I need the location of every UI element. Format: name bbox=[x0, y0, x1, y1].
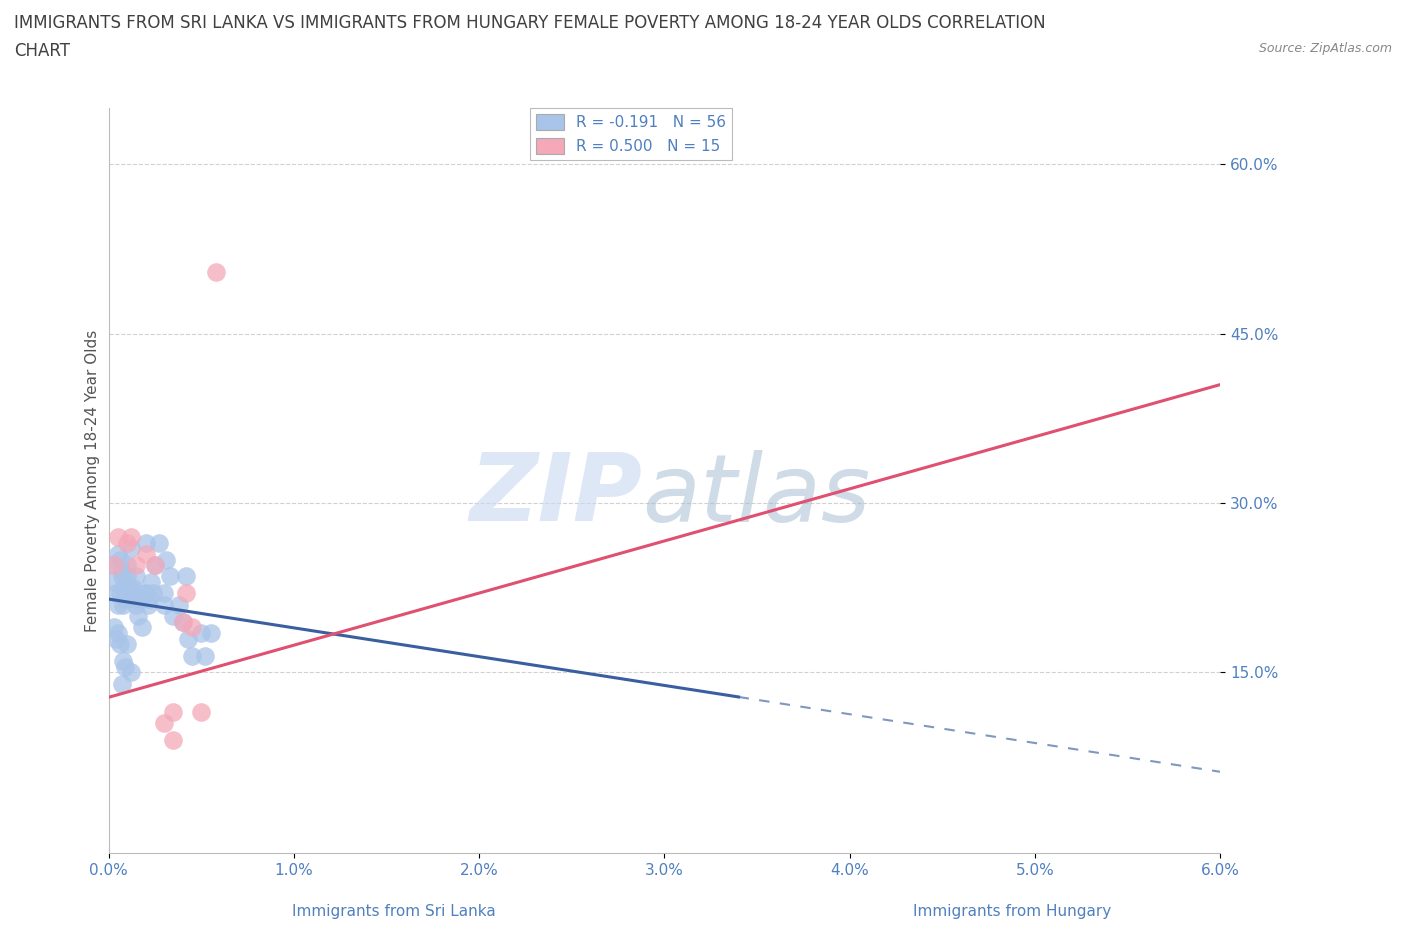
Text: IMMIGRANTS FROM SRI LANKA VS IMMIGRANTS FROM HUNGARY FEMALE POVERTY AMONG 18-24 : IMMIGRANTS FROM SRI LANKA VS IMMIGRANTS … bbox=[14, 14, 1046, 32]
Point bbox=[118, 580, 141, 595]
Point bbox=[110, 569, 132, 584]
Point bbox=[110, 676, 132, 691]
Point bbox=[167, 597, 190, 612]
Text: CHART: CHART bbox=[14, 42, 70, 60]
Y-axis label: Female Poverty Among 18-24 Year Olds: Female Poverty Among 18-24 Year Olds bbox=[86, 329, 100, 631]
Point bbox=[205, 264, 228, 279]
Point bbox=[112, 580, 135, 595]
Point bbox=[176, 586, 198, 601]
Point bbox=[190, 705, 212, 720]
Point bbox=[127, 608, 149, 623]
Point bbox=[107, 626, 129, 641]
Point bbox=[121, 591, 143, 606]
Point bbox=[107, 547, 129, 562]
Point bbox=[105, 586, 128, 601]
Point bbox=[112, 654, 135, 669]
Point bbox=[155, 552, 177, 567]
Text: Immigrants from Hungary: Immigrants from Hungary bbox=[912, 904, 1112, 919]
Point bbox=[131, 620, 153, 635]
Point bbox=[190, 626, 212, 641]
Point bbox=[153, 586, 176, 601]
Point bbox=[135, 535, 157, 550]
Point bbox=[115, 535, 138, 550]
Point bbox=[143, 558, 166, 573]
Text: atlas: atlas bbox=[643, 450, 870, 541]
Point bbox=[101, 558, 124, 573]
Text: Immigrants from Sri Lanka: Immigrants from Sri Lanka bbox=[292, 904, 495, 919]
Point bbox=[120, 529, 142, 544]
Point bbox=[141, 575, 163, 590]
Point bbox=[108, 637, 131, 652]
Point bbox=[120, 541, 142, 556]
Text: ZIP: ZIP bbox=[470, 449, 643, 541]
Point bbox=[159, 569, 181, 584]
Point bbox=[115, 637, 138, 652]
Point bbox=[114, 591, 136, 606]
Point bbox=[103, 620, 125, 635]
Point bbox=[172, 614, 194, 629]
Point bbox=[153, 597, 176, 612]
Point bbox=[125, 597, 148, 612]
Point bbox=[162, 608, 184, 623]
Point bbox=[142, 586, 165, 601]
Point bbox=[107, 529, 129, 544]
Point bbox=[129, 591, 152, 606]
Point bbox=[162, 733, 184, 748]
Text: Source: ZipAtlas.com: Source: ZipAtlas.com bbox=[1258, 42, 1392, 55]
Point bbox=[125, 569, 148, 584]
Point bbox=[148, 535, 170, 550]
Point bbox=[194, 648, 217, 663]
Point bbox=[115, 569, 138, 584]
Point bbox=[108, 552, 131, 567]
Point bbox=[114, 659, 136, 674]
Point bbox=[124, 586, 146, 601]
Point bbox=[181, 620, 204, 635]
Point bbox=[176, 569, 198, 584]
Point bbox=[114, 586, 136, 601]
Legend: R = -0.191   N = 56, R = 0.500   N = 15: R = -0.191 N = 56, R = 0.500 N = 15 bbox=[530, 108, 733, 160]
Point bbox=[177, 631, 200, 646]
Point bbox=[200, 626, 222, 641]
Point bbox=[181, 648, 204, 663]
Point bbox=[115, 558, 138, 573]
Point bbox=[136, 597, 159, 612]
Point bbox=[135, 586, 157, 601]
Point bbox=[110, 564, 132, 578]
Point bbox=[105, 631, 128, 646]
Point bbox=[125, 558, 148, 573]
Point bbox=[153, 716, 176, 731]
Point bbox=[107, 597, 129, 612]
Point bbox=[108, 586, 131, 601]
Point bbox=[120, 665, 142, 680]
Point bbox=[103, 558, 125, 573]
Point bbox=[138, 591, 160, 606]
Point bbox=[162, 705, 184, 720]
Point bbox=[121, 580, 143, 595]
Point bbox=[112, 597, 135, 612]
Point bbox=[103, 575, 125, 590]
Point bbox=[172, 614, 194, 629]
Point bbox=[143, 558, 166, 573]
Point bbox=[132, 586, 155, 601]
Point bbox=[135, 547, 157, 562]
